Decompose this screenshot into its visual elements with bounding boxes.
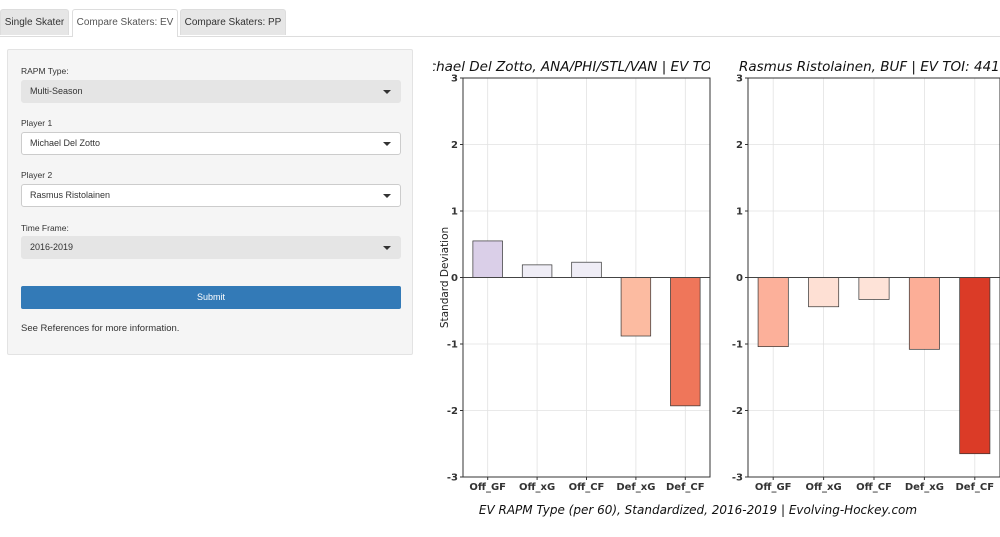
panel-title: Rasmus Ristolainen, BUF | EV TOI: 441 [739,59,1000,75]
x-tick-label: Off_xG [805,482,841,493]
timeframe-label: Time Frame: [21,223,69,233]
bar-off-xg [808,277,840,308]
player1-value: Michael Del Zotto [30,138,101,148]
y-tick-label: -3 [732,473,743,484]
panel-title: Michael Del Zotto, ANA/PHI/STL/VAN | EV … [420,59,720,75]
submit-button[interactable]: Submit [21,286,401,309]
rapm-type-select[interactable]: Multi-Season [21,80,401,103]
x-tick-label: Def_xG [905,482,944,493]
bar-def-xg [908,277,940,350]
chevron-down-icon [383,194,391,198]
timeframe-value: 2016-2019 [30,242,74,252]
y-tick-label: -2 [732,406,743,417]
bar-def-cf [670,277,701,407]
bar-off-cf [858,277,890,300]
timeframe-select[interactable]: 2016-2019 [21,236,401,259]
y-tick-label: 2 [451,140,458,151]
y-tick-label: 1 [451,207,458,218]
x-tick-label: Off_GF [469,482,506,493]
sidebar-panel: RAPM Type: Multi-Season Player 1 Michael… [7,49,413,355]
chevron-down-icon [383,246,391,250]
y-tick-label: 3 [736,74,743,85]
chart-caption: EV RAPM Type (per 60), Standardized, 201… [479,503,917,517]
y-tick-label: -1 [732,340,743,351]
y-tick-label: -1 [447,340,458,351]
x-tick-label: Off_xG [519,482,555,493]
player2-value: Rasmus Ristolainen [30,190,111,200]
player2-select[interactable]: Rasmus Ristolainen [21,184,401,207]
bar-off-gf [472,240,503,278]
y-axis-label: Standard Deviation [439,227,451,328]
x-tick-label: Def_xG [616,482,655,493]
player1-select[interactable]: Michael Del Zotto [21,132,401,155]
bar-off-cf [571,261,602,278]
bar-off-gf [757,277,789,348]
y-tick-label: 3 [451,74,458,85]
x-tick-label: Def_CF [666,482,705,493]
bar-def-xg [620,277,652,337]
tab-compare-skaters-pp[interactable]: Compare Skaters: PP [180,9,286,35]
bar-def-cf [959,277,991,455]
y-tick-label: 0 [736,273,743,284]
tab-compare-skaters-ev[interactable]: Compare Skaters: EV [72,9,178,37]
rapm-type-label: RAPM Type: [21,66,69,76]
tab-bar: Single Skater Compare Skaters: EV Compar… [0,0,1000,37]
x-tick-label: Off_CF [569,482,605,493]
x-tick-label: Off_GF [755,482,792,493]
y-tick-label: 0 [451,273,458,284]
player2-label: Player 2 [21,170,53,180]
rapm-type-value: Multi-Season [30,86,83,96]
y-tick-label: 2 [736,140,743,151]
y-tick-label: 1 [736,207,743,218]
player1-label: Player 1 [21,118,53,128]
x-tick-label: Off_CF [856,482,892,493]
y-tick-label: -3 [447,473,458,484]
chevron-down-icon [383,142,391,146]
rapm-comparison-chart: 3 2 1 0 -1 -2 -3 Off_GF Off_xG Off_CF Def_xG Def_CF… [420,59,1000,517]
references-note: See References for more information. [21,323,180,334]
y-tick-label: -2 [447,406,458,417]
chevron-down-icon [383,90,391,94]
x-tick-label: Def_CF [955,482,994,493]
tab-single-skater[interactable]: Single Skater [0,9,69,35]
bar-off-xg [521,264,553,278]
